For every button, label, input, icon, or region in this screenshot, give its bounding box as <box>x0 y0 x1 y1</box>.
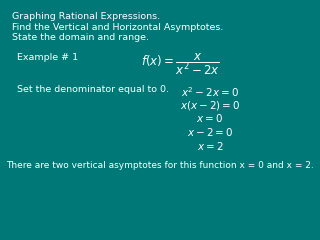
Text: $x = 2$: $x = 2$ <box>197 139 223 151</box>
Text: Set the denominator equal to 0.: Set the denominator equal to 0. <box>17 85 169 95</box>
Text: State the domain and range.: State the domain and range. <box>12 33 149 42</box>
Text: $x - 2 = 0$: $x - 2 = 0$ <box>187 126 233 138</box>
Text: $x^2 - 2x = 0$: $x^2 - 2x = 0$ <box>181 85 239 99</box>
Text: Graphing Rational Expressions.: Graphing Rational Expressions. <box>12 12 160 21</box>
Text: $x(x - 2) = 0$: $x(x - 2) = 0$ <box>180 99 240 112</box>
Text: Find the Vertical and Horizontal Asymptotes.: Find the Vertical and Horizontal Asympto… <box>12 23 223 31</box>
Text: There are two vertical asymptotes for this function x = 0 and x = 2.: There are two vertical asymptotes for th… <box>6 161 314 170</box>
Text: Example # 1: Example # 1 <box>17 54 78 62</box>
Text: $x = 0$: $x = 0$ <box>196 113 223 125</box>
Text: $f(x) = \dfrac{x}{x^2 - 2x}$: $f(x) = \dfrac{x}{x^2 - 2x}$ <box>140 52 220 77</box>
